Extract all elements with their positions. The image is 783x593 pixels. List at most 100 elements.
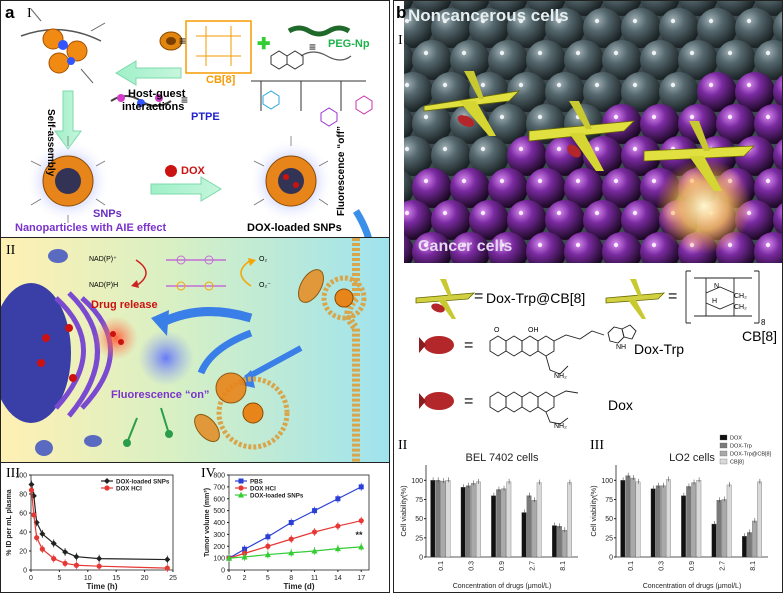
panel-b-sub-ii: II [398, 438, 408, 453]
data-point [50, 540, 57, 547]
data-point [312, 508, 318, 514]
bar [536, 482, 542, 558]
data-point [31, 512, 37, 518]
cancer-cell [507, 200, 547, 240]
x-tick-label: 0.3 [659, 561, 666, 571]
cell-highlight [765, 242, 771, 248]
y-tick-label: 50 [605, 516, 613, 523]
cell-render-graphics [404, 1, 782, 263]
y-tick-label: 400 [213, 520, 225, 527]
release-arrow [158, 307, 253, 328]
chem-oh: OH [528, 327, 539, 334]
data-point [288, 549, 295, 556]
data-point [62, 548, 69, 555]
cell-highlight [575, 242, 581, 248]
cancer-cell [735, 136, 775, 176]
x-tick-label: 14 [334, 575, 342, 582]
legend-label: PBS [250, 478, 263, 485]
cell-highlight [651, 114, 657, 120]
y-tick-label: 0 [221, 568, 225, 575]
data-point [241, 553, 248, 560]
noncancerous-label: Noncancerous cells [408, 6, 569, 25]
cell-highlight [461, 242, 467, 248]
cancer-cell [526, 232, 566, 263]
significance-label: ** [355, 530, 363, 540]
cell-highlight [537, 114, 543, 120]
bar [655, 485, 661, 558]
cell-highlight [575, 178, 581, 184]
x-tick-label: 5 [57, 575, 61, 582]
cell-highlight [461, 50, 467, 56]
normal-cell [412, 40, 452, 80]
data-point [164, 565, 170, 571]
equiv-symbol-2: ≡ [309, 40, 317, 54]
drone-with-payload-icon [415, 279, 476, 319]
cancer-cell [450, 168, 490, 208]
data-point [28, 481, 35, 488]
cell-highlight [423, 242, 429, 248]
x-tick-label: 15 [112, 575, 120, 582]
bar [557, 526, 562, 558]
bar [440, 480, 446, 558]
equiv-symbol: ≡ [179, 34, 187, 48]
cell-highlight [613, 114, 619, 120]
cell-highlight [765, 50, 771, 56]
cell-highlight [689, 114, 695, 120]
cb8-sub: 8 [761, 318, 766, 327]
x-tick-label: 8 [289, 575, 293, 582]
x-tick-label: 0 [227, 575, 231, 582]
cell-highlight [746, 18, 752, 24]
bar [711, 523, 717, 558]
cell-highlight [499, 114, 505, 120]
chem-nh2-b: NH₂ [554, 423, 567, 430]
x-tick-label: 17 [357, 575, 365, 582]
bar [465, 485, 471, 558]
cell-highlight [670, 18, 676, 24]
snps-label: SNPs [93, 208, 122, 220]
legend-swatch [719, 450, 728, 457]
cell-highlight [423, 114, 429, 120]
cancer-cell [412, 168, 452, 208]
x-tick-label: 8.1 [560, 561, 567, 571]
nucleus-icon [1, 283, 71, 423]
series-line [30, 484, 168, 561]
cell-highlight [708, 82, 714, 88]
endosome-icon [216, 376, 290, 450]
normal-cell [404, 136, 433, 176]
bar [716, 500, 722, 558]
cell-highlight [670, 82, 676, 88]
legend-label: DOX-Trp@CB[8] [730, 452, 772, 458]
cancer-cell [735, 72, 775, 112]
equiv-symbol-3: ≡ [181, 93, 189, 107]
o2-label: O₂ [259, 256, 268, 263]
x-tick-label: 2.7 [529, 561, 536, 571]
data-point [335, 496, 341, 502]
cb8-label: CB[8] [206, 74, 236, 86]
chem-nh: NH [616, 344, 627, 351]
x-tick-label: 0.1 [438, 561, 445, 571]
bar [681, 495, 686, 558]
data-point [358, 518, 364, 524]
cell-highlight [423, 178, 429, 184]
legend-marker [104, 478, 110, 484]
self-assembly-label: Self-assembly [45, 109, 56, 177]
ptpe-label: PTPE [191, 111, 220, 123]
normal-cell [526, 40, 566, 80]
y-axis-label: Cell viability(%) [589, 485, 598, 537]
cell-highlight [518, 18, 524, 24]
cell-highlight [632, 82, 638, 88]
legend-swatch [719, 458, 728, 465]
panel-b: Noncancerous cells Cancer cells b I [393, 0, 783, 593]
normal-cell [488, 104, 528, 144]
cancer-cell [773, 139, 782, 173]
bar [476, 481, 481, 558]
mitochondrion-icon [298, 269, 324, 303]
y-tick-label: 20 [19, 549, 27, 556]
normal-cell [583, 72, 623, 112]
fluorescence-on-label: Fluorescence “on” [111, 389, 210, 401]
cb8-label-visible: CB[8] [742, 328, 778, 344]
x-axis-label: Concentration of drugs (μmol/L) [643, 583, 742, 590]
cancer-cell [488, 168, 528, 208]
bar [496, 489, 502, 558]
cell-highlight [765, 114, 771, 120]
